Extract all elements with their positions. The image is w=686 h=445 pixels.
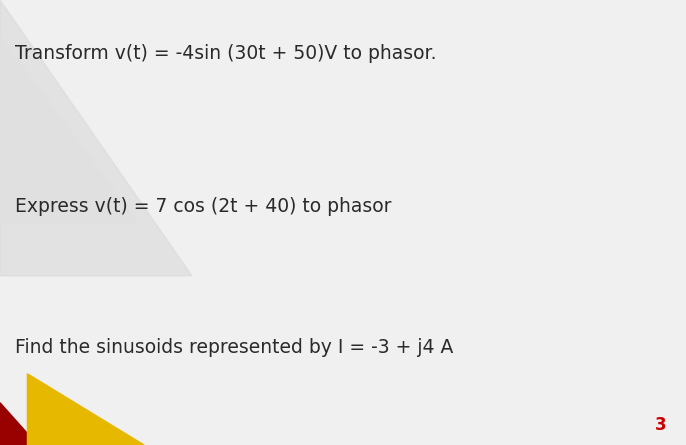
Polygon shape	[0, 403, 38, 445]
Polygon shape	[27, 374, 144, 445]
Polygon shape	[0, 0, 192, 276]
Text: Transform v(t) = -4sin (30t + 50)V to phasor.: Transform v(t) = -4sin (30t + 50)V to ph…	[15, 44, 436, 63]
Polygon shape	[0, 36, 137, 222]
Text: 3: 3	[655, 416, 667, 434]
Text: Express v(t) = 7 cos (2t + 40) to phasor: Express v(t) = 7 cos (2t + 40) to phasor	[15, 198, 392, 216]
Text: Find the sinusoids represented by I = -3 + j4 A: Find the sinusoids represented by I = -3…	[15, 338, 453, 356]
